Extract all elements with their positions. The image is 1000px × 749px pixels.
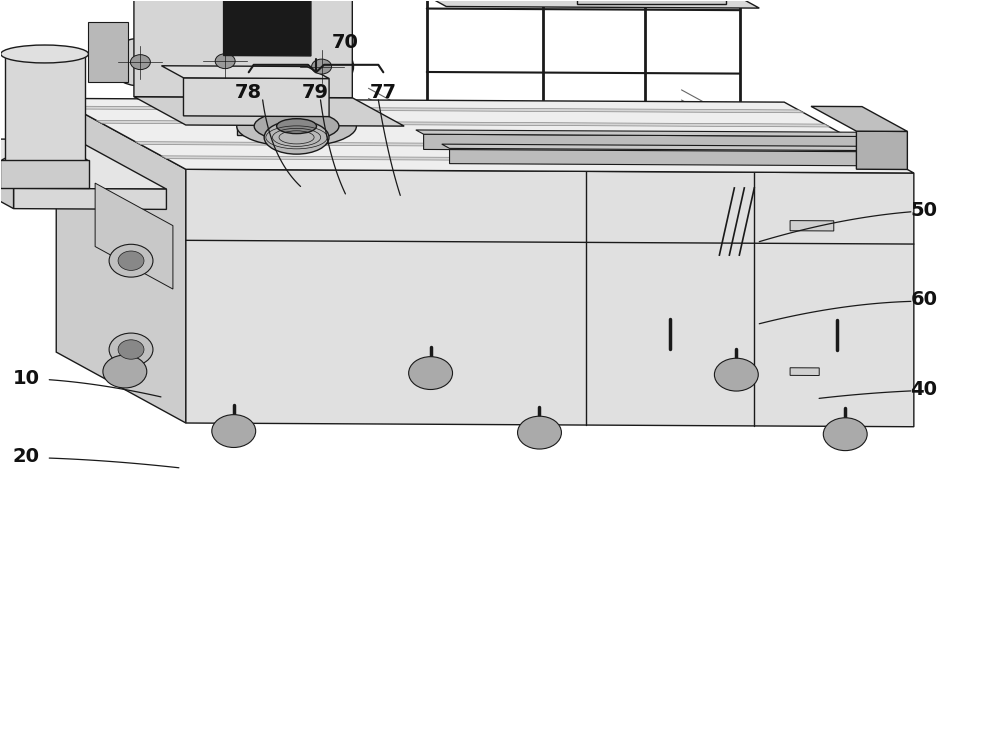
Circle shape [109,244,153,277]
Ellipse shape [264,121,329,154]
Circle shape [714,358,758,391]
Polygon shape [183,78,329,117]
Polygon shape [96,121,830,127]
Bar [237,0,267,135]
Polygon shape [0,139,166,189]
Circle shape [103,355,147,388]
Circle shape [109,333,153,366]
Polygon shape [70,106,804,113]
Text: 20: 20 [13,447,40,466]
Polygon shape [856,131,907,169]
Circle shape [409,357,453,389]
Polygon shape [224,0,311,56]
Ellipse shape [1,154,88,171]
Circle shape [823,418,867,451]
Text: 70: 70 [332,33,359,52]
Circle shape [290,43,354,91]
Circle shape [118,340,144,360]
Circle shape [108,38,172,86]
Polygon shape [442,144,901,151]
Polygon shape [134,0,352,98]
Polygon shape [95,183,173,289]
Text: 60: 60 [910,291,937,309]
Polygon shape [790,221,834,231]
Ellipse shape [254,112,339,141]
Polygon shape [450,148,901,166]
Polygon shape [790,368,819,375]
Circle shape [212,415,256,447]
Circle shape [118,251,144,270]
Polygon shape [135,142,868,148]
Polygon shape [186,169,914,427]
Circle shape [312,59,332,74]
Polygon shape [0,139,14,209]
Text: 79: 79 [302,83,329,102]
Polygon shape [56,98,186,423]
Text: 10: 10 [13,369,40,388]
Polygon shape [161,156,894,163]
Ellipse shape [1,45,88,63]
Polygon shape [416,130,875,136]
Text: 77: 77 [370,83,397,102]
Bar [5,54,85,163]
Circle shape [518,416,561,449]
Polygon shape [134,97,404,126]
Polygon shape [56,98,914,173]
Polygon shape [407,0,759,8]
Polygon shape [161,66,329,79]
Circle shape [193,37,257,85]
Ellipse shape [237,106,356,147]
Text: 50: 50 [910,201,937,219]
Circle shape [130,55,150,70]
Text: 40: 40 [910,380,937,399]
Polygon shape [811,106,907,131]
Circle shape [215,54,235,69]
Polygon shape [14,188,166,210]
Bar [88,22,128,82]
Polygon shape [424,134,875,152]
Bar [577,0,726,4]
Ellipse shape [277,118,317,133]
Text: 78: 78 [235,83,262,102]
Bar [0,160,89,188]
